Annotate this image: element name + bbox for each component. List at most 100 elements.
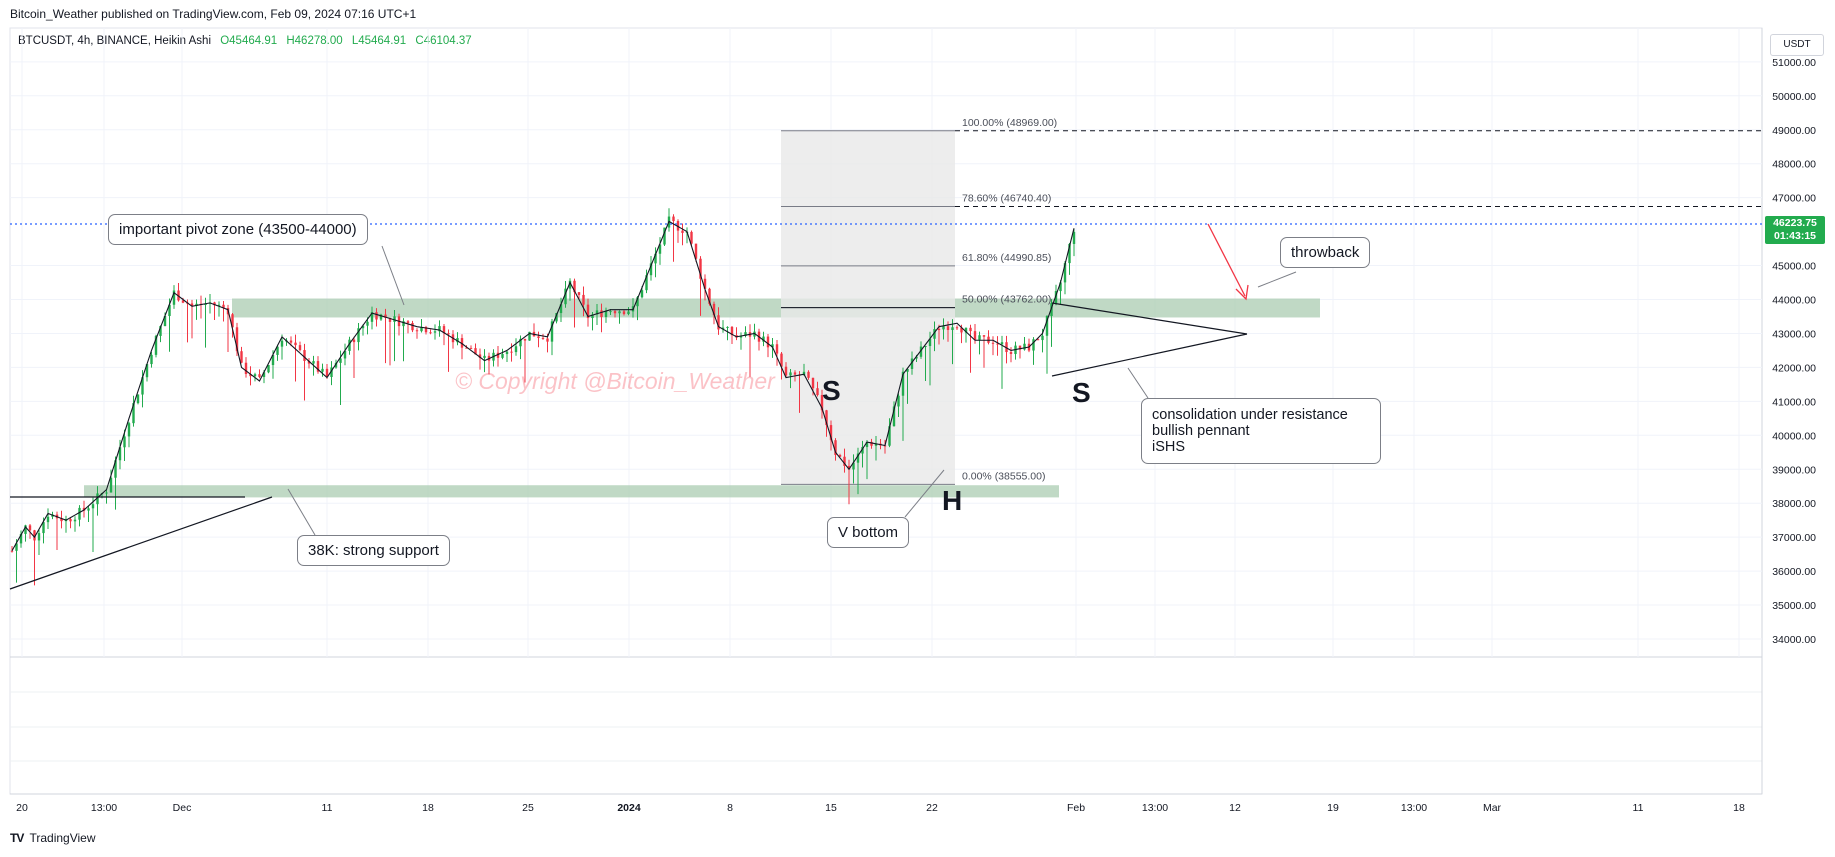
candle-body	[375, 312, 378, 320]
y-tick-label: 41000.00	[1772, 396, 1816, 408]
y-tick-label: 39000.00	[1772, 464, 1816, 476]
throwback-arrowhead	[1235, 284, 1249, 301]
candle-body	[991, 342, 995, 344]
candle-body	[933, 329, 936, 339]
head-label: H	[942, 485, 963, 516]
candle-body	[303, 350, 306, 361]
candle-body	[960, 327, 963, 333]
candle-body	[267, 365, 270, 373]
candle-body	[1023, 343, 1026, 350]
candle-body	[438, 326, 441, 332]
candle-body	[789, 372, 792, 376]
candle-body	[91, 504, 95, 509]
pennant-lower-line	[1051, 333, 1248, 377]
candle-body	[577, 292, 581, 295]
v-bottom-callout: V bottom	[827, 517, 910, 548]
symbol-info[interactable]: BTCUSDT, 4h, BINANCE, Heikin Ashi	[18, 35, 212, 47]
x-tick-label: 8	[727, 802, 733, 814]
fib-level-label: 0.00% (38555.00)	[962, 470, 1045, 482]
candle-body	[964, 327, 968, 333]
candle-body	[447, 333, 450, 335]
candle-body	[420, 327, 423, 332]
currency-button[interactable]: USDT	[1770, 34, 1824, 56]
candle-body	[559, 304, 563, 314]
candle-body	[1000, 342, 1004, 345]
candle-body	[388, 317, 392, 322]
candle-body	[352, 339, 356, 343]
candle-body	[654, 253, 657, 264]
candle-body	[897, 395, 900, 407]
x-tick-label: Mar	[1483, 802, 1502, 814]
candle-body	[321, 368, 324, 372]
candle-body	[852, 462, 855, 470]
candle-body	[123, 436, 126, 448]
candle-body	[150, 354, 153, 365]
candle-body	[298, 345, 302, 351]
candle-body	[235, 327, 239, 352]
candle-body	[339, 358, 342, 363]
candle-body	[591, 314, 594, 319]
candle-body	[523, 338, 527, 341]
candle-body	[343, 350, 347, 359]
symbol-legend: BTCUSDT, 4h, BINANCE, Heikin Ashi O45464…	[18, 35, 472, 47]
candle-body	[874, 443, 878, 446]
candle-body	[982, 335, 986, 337]
throwback-callout: throwback	[1280, 237, 1371, 268]
pivot-zone-callout: important pivot zone (43500-44000)	[108, 214, 368, 245]
candle-body	[901, 371, 905, 396]
candle-body	[127, 423, 131, 437]
candle-body	[843, 456, 846, 466]
candle-body	[793, 372, 797, 375]
candle-body	[694, 243, 698, 259]
ohlc-high: H46278.00	[286, 35, 343, 47]
candle-body	[1063, 263, 1067, 283]
candle-body	[1032, 339, 1035, 351]
tradingview-brand[interactable]: TV TradingView	[10, 831, 96, 845]
x-tick-label: 13:00	[1142, 802, 1168, 814]
y-tick-label: 35000.00	[1772, 600, 1816, 612]
candle-body	[595, 310, 599, 315]
candle-body	[474, 348, 477, 355]
candle-body	[1068, 243, 1071, 264]
candle-body	[145, 364, 149, 378]
candle-body	[276, 346, 279, 355]
candle-body	[469, 348, 473, 350]
tradingview-logo-icon: TV	[10, 831, 24, 845]
pennant-upper-line	[1051, 302, 1248, 335]
candle-body	[717, 315, 720, 330]
candle-body	[19, 533, 23, 544]
candle-body	[600, 310, 603, 318]
x-tick-label: 18	[422, 802, 434, 814]
candle-body	[510, 351, 513, 353]
candle-body	[573, 280, 576, 293]
candle-body	[681, 230, 684, 233]
candle-body	[690, 231, 693, 244]
candle-body	[312, 361, 315, 364]
candle-body	[829, 425, 833, 441]
y-tick-label: 37000.00	[1772, 532, 1816, 544]
candle-body	[951, 327, 954, 331]
candle-body	[739, 335, 743, 338]
candle-body	[118, 447, 122, 461]
candle-body	[433, 331, 437, 333]
candle-body	[811, 377, 815, 389]
candle-body	[330, 367, 333, 378]
candle-body	[762, 336, 765, 342]
candle-body	[460, 338, 464, 348]
candle-body	[892, 406, 896, 427]
ohlc-open: O45464.91	[220, 35, 278, 47]
candle-body	[37, 533, 41, 541]
fib-level-label: 78.60% (46740.40)	[962, 192, 1051, 204]
candle-body	[379, 314, 383, 320]
candle-body	[1072, 231, 1076, 244]
candle-body	[172, 290, 176, 305]
candle-body	[109, 477, 113, 493]
candle-body	[672, 216, 675, 222]
candle-body	[636, 297, 639, 307]
candle-body	[658, 244, 662, 254]
fib-level-label: 50.00% (43762.00)	[962, 294, 1051, 306]
candle-body	[807, 371, 810, 378]
candle-body	[258, 374, 261, 377]
candle-body	[271, 354, 275, 366]
